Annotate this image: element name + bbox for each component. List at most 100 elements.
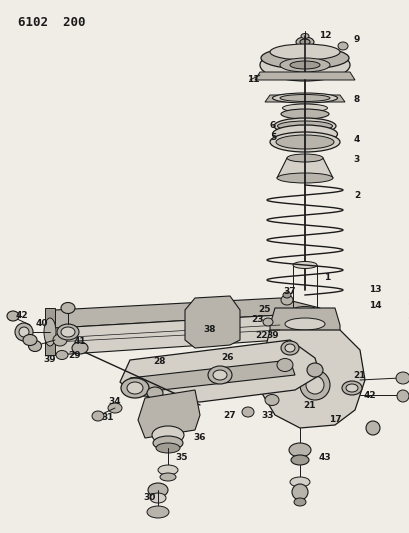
Text: 26: 26 <box>221 353 234 362</box>
Ellipse shape <box>152 426 184 444</box>
Ellipse shape <box>279 58 329 72</box>
Ellipse shape <box>280 341 298 355</box>
Text: 34: 34 <box>108 398 121 407</box>
Text: 36: 36 <box>193 433 206 442</box>
Ellipse shape <box>280 109 328 119</box>
Text: 40: 40 <box>36 319 48 328</box>
Ellipse shape <box>92 411 104 421</box>
Ellipse shape <box>284 318 324 330</box>
Ellipse shape <box>207 366 231 384</box>
Ellipse shape <box>121 378 148 398</box>
Text: 17: 17 <box>328 416 340 424</box>
Text: 31: 31 <box>101 414 114 423</box>
Ellipse shape <box>157 465 178 475</box>
Text: 33: 33 <box>261 410 274 419</box>
Text: 22: 22 <box>255 330 267 340</box>
Ellipse shape <box>153 436 182 450</box>
Ellipse shape <box>277 121 332 131</box>
Ellipse shape <box>286 154 322 162</box>
Text: 38: 38 <box>203 326 216 335</box>
Ellipse shape <box>262 318 272 326</box>
Ellipse shape <box>150 493 166 503</box>
Polygon shape <box>120 340 319 402</box>
Ellipse shape <box>270 44 339 60</box>
Ellipse shape <box>213 370 227 380</box>
Text: 25: 25 <box>258 305 271 314</box>
Text: 28: 28 <box>153 358 166 367</box>
Ellipse shape <box>291 484 307 500</box>
Text: 8: 8 <box>353 95 359 104</box>
Ellipse shape <box>288 443 310 457</box>
Ellipse shape <box>289 61 319 69</box>
Ellipse shape <box>341 381 361 395</box>
Text: 12: 12 <box>318 31 330 41</box>
Text: 30: 30 <box>144 494 156 503</box>
Text: 16: 16 <box>406 318 409 327</box>
Ellipse shape <box>299 370 329 400</box>
Ellipse shape <box>108 403 122 413</box>
Ellipse shape <box>61 327 75 337</box>
Polygon shape <box>254 72 354 80</box>
Text: 21: 21 <box>353 370 365 379</box>
Ellipse shape <box>279 94 329 101</box>
Text: 27: 27 <box>223 410 236 419</box>
Ellipse shape <box>300 34 308 38</box>
Ellipse shape <box>72 342 88 354</box>
Polygon shape <box>55 298 319 328</box>
Ellipse shape <box>306 363 322 377</box>
Ellipse shape <box>292 262 316 269</box>
Polygon shape <box>130 360 294 393</box>
Ellipse shape <box>19 327 29 337</box>
Ellipse shape <box>7 311 19 321</box>
Ellipse shape <box>345 384 357 392</box>
Ellipse shape <box>293 498 305 506</box>
Polygon shape <box>259 330 364 428</box>
Text: 6: 6 <box>269 122 275 131</box>
Text: 6102  200: 6102 200 <box>18 16 85 29</box>
Ellipse shape <box>299 39 309 45</box>
Ellipse shape <box>147 387 163 399</box>
Text: 2: 2 <box>353 190 359 199</box>
Ellipse shape <box>295 37 313 47</box>
Ellipse shape <box>15 323 33 341</box>
Text: 13: 13 <box>368 286 380 295</box>
Ellipse shape <box>396 390 408 402</box>
Ellipse shape <box>276 173 332 183</box>
Ellipse shape <box>292 306 316 313</box>
Ellipse shape <box>276 359 292 372</box>
Text: 39: 39 <box>266 330 279 340</box>
Ellipse shape <box>270 132 339 152</box>
Ellipse shape <box>241 407 254 417</box>
Ellipse shape <box>148 483 168 497</box>
Ellipse shape <box>395 372 409 384</box>
Text: 42: 42 <box>363 391 375 400</box>
Ellipse shape <box>29 341 41 351</box>
Text: 15: 15 <box>406 303 409 312</box>
Ellipse shape <box>284 344 294 352</box>
Ellipse shape <box>127 382 143 394</box>
Text: 1: 1 <box>323 273 329 282</box>
Polygon shape <box>276 158 332 178</box>
Text: 35: 35 <box>175 454 188 463</box>
Polygon shape <box>270 308 339 340</box>
Ellipse shape <box>280 295 292 305</box>
Text: 11: 11 <box>246 76 258 85</box>
Polygon shape <box>138 390 200 438</box>
Ellipse shape <box>365 421 379 435</box>
Text: 5: 5 <box>269 133 275 142</box>
Ellipse shape <box>290 455 308 465</box>
Ellipse shape <box>261 47 348 69</box>
Polygon shape <box>55 315 319 355</box>
Ellipse shape <box>305 376 323 394</box>
Text: 39: 39 <box>44 356 56 365</box>
Ellipse shape <box>272 93 337 103</box>
Ellipse shape <box>282 292 290 298</box>
Ellipse shape <box>56 351 68 359</box>
Ellipse shape <box>289 477 309 487</box>
Polygon shape <box>264 95 344 102</box>
Ellipse shape <box>61 303 75 313</box>
Ellipse shape <box>337 42 347 50</box>
Text: 3: 3 <box>353 156 359 165</box>
Ellipse shape <box>160 473 175 481</box>
Ellipse shape <box>264 394 278 406</box>
